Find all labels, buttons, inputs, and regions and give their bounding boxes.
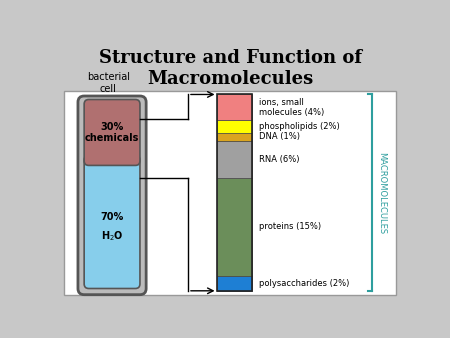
Text: Macromolecules: Macromolecules (148, 70, 314, 88)
Text: bacterial
cell: bacterial cell (87, 72, 130, 94)
Text: DNA (1%): DNA (1%) (259, 132, 300, 141)
Text: 30%
chemicals: 30% chemicals (85, 122, 139, 143)
Text: proteins (15%): proteins (15%) (259, 222, 321, 232)
Bar (217, 133, 252, 141)
Bar (217, 141, 252, 178)
Text: polysaccharides (2%): polysaccharides (2%) (259, 279, 349, 288)
Bar (217, 178, 252, 276)
Bar (217, 94, 252, 120)
Bar (64, 91, 396, 295)
Bar (217, 94, 252, 291)
Bar (217, 276, 252, 291)
Text: 70%: 70% (100, 212, 124, 222)
Text: H$_2$O: H$_2$O (101, 229, 123, 243)
Text: Structure and Function of: Structure and Function of (99, 49, 362, 67)
Text: MACROMOLECULES: MACROMOLECULES (377, 151, 386, 234)
Text: ions, small
molecules (4%): ions, small molecules (4%) (259, 98, 324, 117)
FancyBboxPatch shape (84, 155, 140, 289)
Text: phospholipids (2%): phospholipids (2%) (259, 122, 339, 131)
Bar (217, 120, 252, 133)
FancyBboxPatch shape (84, 99, 140, 165)
Text: RNA (6%): RNA (6%) (259, 155, 299, 164)
FancyBboxPatch shape (78, 96, 146, 295)
